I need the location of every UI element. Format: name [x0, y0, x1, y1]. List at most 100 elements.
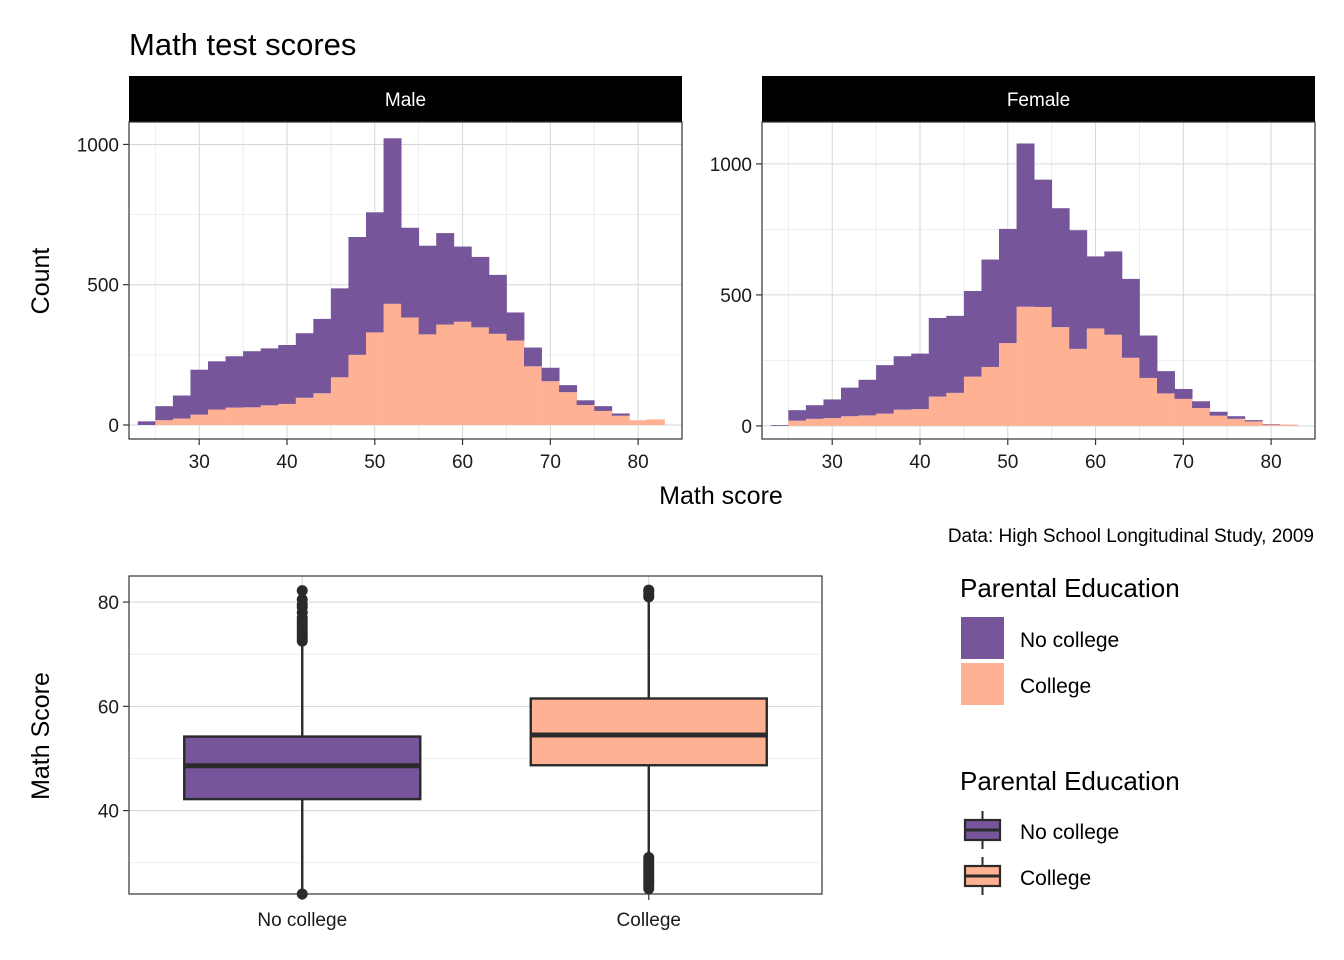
bar-no-college-male	[243, 351, 262, 408]
boxplot-y-axis-title: Math Score	[27, 672, 55, 800]
bar-college-male	[471, 327, 490, 425]
bar-college-female	[911, 409, 930, 426]
x-tick-label-male: 70	[540, 452, 561, 473]
bar-college-female	[1192, 408, 1211, 426]
x-tick-label-female: 70	[1173, 452, 1194, 473]
panel-border-male	[128, 121, 683, 440]
bar-college-male	[155, 420, 174, 425]
bar-college-female	[1157, 393, 1175, 426]
x-tick-label-no-college: No college	[257, 910, 347, 931]
bar-college-female	[1086, 328, 1105, 426]
x-tick-label-female: 80	[1261, 452, 1282, 473]
outlier-point-no-college	[296, 593, 308, 605]
bar-college-male	[313, 393, 332, 425]
bar-no-college-male	[401, 227, 420, 318]
outlier-point-no-college	[296, 585, 308, 597]
facet-strip-male	[129, 76, 682, 122]
bar-college-female	[1139, 377, 1158, 426]
bar-no-college-male	[611, 413, 630, 416]
bar-no-college-male	[453, 246, 472, 322]
bar-no-college-male	[594, 406, 613, 411]
bar-no-college-female	[1051, 208, 1070, 328]
outlier-point-college	[643, 584, 655, 596]
bar-no-college-male	[506, 312, 525, 341]
bar-no-college-male	[383, 138, 402, 304]
bar-no-college-male	[366, 212, 384, 333]
legend-label-college: College	[1020, 675, 1091, 698]
y-tick-label-female: 500	[720, 286, 752, 307]
bar-college-female	[805, 418, 824, 426]
bar-no-college-male	[576, 400, 595, 406]
bar-college-male	[260, 405, 279, 425]
bar-college-female	[823, 418, 842, 426]
bar-college-female	[1016, 306, 1035, 426]
bar-no-college-male	[471, 256, 490, 328]
bar-college-female	[999, 343, 1017, 426]
bar-no-college-male	[208, 361, 226, 410]
bar-no-college-male	[330, 288, 349, 378]
bar-no-college-female	[1209, 411, 1228, 416]
bar-college-female	[1209, 415, 1228, 426]
bar-no-college-male	[313, 318, 332, 394]
y-tick-label-boxplot: 80	[98, 593, 119, 614]
bar-college-female	[1069, 348, 1088, 426]
bar-no-college-female	[981, 259, 1000, 367]
bar-college-female	[981, 366, 1000, 426]
x-tick-label-female: 30	[822, 452, 843, 473]
bar-no-college-male	[260, 348, 279, 406]
bar-no-college-male	[524, 347, 542, 367]
bar-college-male	[383, 303, 402, 425]
x-tick-label-college: College	[617, 910, 681, 931]
histogram-y-axis-title: Count	[27, 248, 55, 315]
marks-layer	[137, 138, 1298, 900]
bar-no-college-female	[911, 353, 930, 410]
x-tick-label-male: 80	[628, 452, 649, 473]
bar-college-male	[559, 392, 578, 425]
bar-college-male	[190, 414, 209, 425]
legend-fill-title: Parental Education	[960, 573, 1180, 603]
bar-no-college-male	[155, 406, 174, 421]
frame-layer	[128, 121, 1316, 895]
x-tick-label-male: 50	[364, 452, 385, 473]
bar-no-college-female	[1104, 251, 1123, 335]
x-tick-label-female: 50	[997, 452, 1018, 473]
bar-college-female	[1104, 334, 1123, 426]
bar-college-male	[330, 377, 349, 425]
bar-no-college-male	[190, 369, 209, 415]
bar-college-male	[295, 397, 314, 425]
bar-college-male	[488, 333, 507, 425]
bar-no-college-female	[946, 315, 965, 393]
y-tick-label-female: 1000	[710, 155, 752, 176]
bar-college-female	[841, 416, 859, 426]
panel-border-boxplot	[128, 575, 823, 895]
bar-no-college-male	[436, 233, 455, 325]
facet-strip-female	[762, 76, 1315, 122]
bar-no-college-female	[1174, 388, 1193, 399]
bar-college-male	[348, 354, 367, 425]
bar-college-female	[858, 415, 877, 426]
bar-college-female	[1279, 424, 1298, 426]
bar-no-college-male	[418, 245, 437, 335]
legend-box-key-no-college	[963, 811, 1002, 849]
bar-no-college-male	[559, 385, 578, 393]
ticks-layer: 30 40 50 60 70 80 0 500 1000 30 40 50 60 70 80 0 500 1000…	[77, 135, 1282, 931]
histogram-x-axis-title: Math score	[659, 482, 783, 510]
bar-no-college-female	[1244, 420, 1263, 422]
x-tick-label-male: 60	[452, 452, 473, 473]
legend-box-label-no-college: No college	[1020, 821, 1119, 844]
bar-no-college-female	[858, 379, 877, 416]
bar-no-college-female	[1192, 401, 1211, 409]
bar-college-male	[646, 419, 665, 425]
bar-no-college-female	[1157, 371, 1175, 394]
bar-no-college-female	[963, 290, 982, 377]
legend-key-no-college	[961, 617, 1004, 659]
bar-no-college-female	[876, 365, 895, 414]
bar-college-male	[243, 407, 262, 425]
y-tick-label-boxplot: 40	[98, 802, 119, 823]
x-tick-label-male: 30	[189, 452, 210, 473]
y-tick-label-boxplot: 60	[98, 697, 119, 718]
bar-no-college-female	[893, 356, 912, 410]
legend-box-title: Parental Education	[960, 766, 1180, 796]
bar-college-female	[928, 396, 947, 426]
